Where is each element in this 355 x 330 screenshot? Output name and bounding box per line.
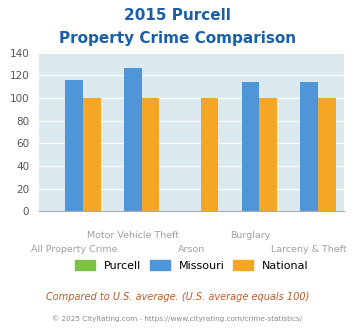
Text: Motor Vehicle Theft: Motor Vehicle Theft [87,231,179,240]
Bar [65,80,83,211]
Text: Burglary: Burglary [230,231,271,240]
Bar [201,98,218,211]
Bar [242,82,259,211]
Bar [300,82,318,211]
Text: 2015 Purcell: 2015 Purcell [124,8,231,23]
Bar [318,98,335,211]
Text: © 2025 CityRating.com - https://www.cityrating.com/crime-statistics/: © 2025 CityRating.com - https://www.city… [53,315,302,322]
Text: Arson: Arson [178,245,205,253]
Bar [142,98,159,211]
Bar [259,98,277,211]
Bar [83,98,101,211]
Text: All Property Crime: All Property Crime [31,245,118,253]
Text: Property Crime Comparison: Property Crime Comparison [59,31,296,46]
Text: Compared to U.S. average. (U.S. average equals 100): Compared to U.S. average. (U.S. average … [46,292,309,302]
Text: Larceny & Theft: Larceny & Theft [271,245,347,253]
Legend: Purcell, Missouri, National: Purcell, Missouri, National [70,256,313,275]
Bar [124,68,142,211]
